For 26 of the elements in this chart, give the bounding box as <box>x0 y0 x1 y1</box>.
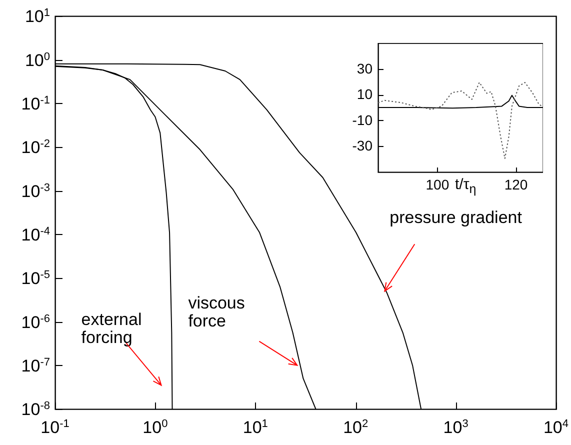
annotation: external forcing <box>81 310 142 348</box>
x-tick-label: 10$^{2}$ <box>343 418 368 437</box>
x-tick-label: 10$^{3}$ <box>443 418 468 437</box>
x-tick-label: 120 <box>504 176 528 192</box>
y-tick-label: 10$^{-4}$ <box>21 225 50 244</box>
y-tick-label: -30 <box>352 138 373 154</box>
y-tick-label: 10$^{-7}$ <box>21 356 50 376</box>
x-tick-label: 10$^{4}$ <box>543 418 569 437</box>
x-tick-label: 10$^{1}$ <box>242 418 268 437</box>
x-axis-title: t/τ$_{η}$ <box>455 176 476 196</box>
y-tick-label: 10$^{1}$ <box>24 7 50 26</box>
y-tick-label: 10$^{0}$ <box>24 50 50 70</box>
y-tick-label: 10 <box>356 86 373 102</box>
y-tick-label: 10$^{-1}$ <box>21 94 50 114</box>
x-tick-label: 10$^{-1}$ <box>40 418 70 437</box>
y-tick-label: -10 <box>352 112 373 128</box>
y-tick-label: 30 <box>356 60 373 76</box>
x-tick-label: 100 <box>426 176 450 192</box>
annotation: pressure gradient <box>390 208 522 228</box>
x-tick-label: 10$^{0}$ <box>142 418 168 437</box>
y-tick-label: 10$^{-3}$ <box>21 182 50 201</box>
y-tick-label: 10$^{-6}$ <box>21 312 50 332</box>
y-tick-label: 10$^{-8}$ <box>21 400 50 420</box>
annotation: viscous force <box>188 293 245 330</box>
y-tick-label: 10$^{-2}$ <box>21 138 50 158</box>
y-tick-label: 10$^{-5}$ <box>21 269 50 288</box>
